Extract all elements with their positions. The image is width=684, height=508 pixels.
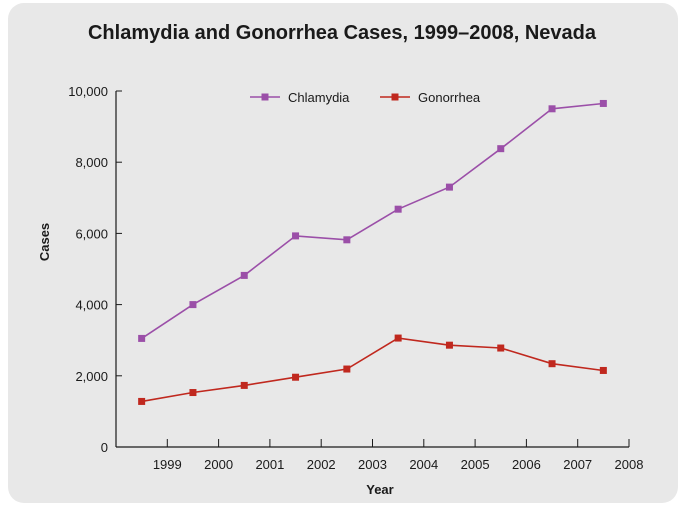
x-axis-label: Year [366, 482, 393, 497]
x-tick-label: 1999 [153, 457, 182, 472]
gonorrhea-legend-marker [391, 93, 399, 101]
gonorrhea-data-point [599, 366, 607, 374]
x-tick-label: 2004 [409, 457, 438, 472]
chart-legend: Chlamydia Gonorrhea [250, 90, 481, 105]
chlamydia-data-point [138, 334, 146, 342]
y-tick-label: 0 [101, 440, 108, 455]
chlamydia-data-point [189, 301, 197, 309]
chart-title: Chlamydia and Gonorrhea Cases, 1999–2008… [87, 22, 597, 44]
gonorrhea-series-line [141, 337, 604, 403]
y-tick-label: 2,000 [75, 369, 108, 384]
chart-ticks: 0 2,000 4,000 6,000 8,000 10,000 1999 2000 2001 2… [68, 84, 643, 472]
gonorrhea-data-point [445, 341, 453, 349]
gonorrhea-data-point [343, 365, 351, 373]
chlamydia-series-line [141, 102, 604, 340]
y-tick-label: 10,000 [68, 84, 108, 99]
x-tick-label: 2005 [461, 457, 490, 472]
gonorrhea-data-point [138, 397, 146, 405]
chlamydia-data-point [240, 271, 248, 279]
x-tick-label: 2003 [358, 457, 387, 472]
x-tick-label: 2002 [307, 457, 336, 472]
gonorrhea-data-point [189, 389, 197, 397]
x-tick-label: 2007 [563, 457, 592, 472]
gonorrhea-data-point [497, 344, 505, 352]
x-tick-label: 2001 [255, 457, 284, 472]
gonorrhea-legend-label: Gonorrhea [418, 90, 481, 105]
y-tick-label: 4,000 [75, 298, 108, 313]
chart-series-layer [138, 99, 607, 405]
chlamydia-legend-marker [261, 93, 269, 101]
x-tick-label: 2000 [204, 457, 233, 472]
chlamydia-legend-label: Chlamydia [288, 90, 350, 105]
chlamydia-data-point [343, 236, 351, 244]
gonorrhea-data-point [394, 334, 402, 342]
y-tick-label: 6,000 [75, 226, 108, 241]
chlamydia-data-point [394, 205, 402, 213]
x-tick-label: 2008 [615, 457, 644, 472]
chart-background-panel [8, 3, 678, 503]
chlamydia-data-point [292, 232, 300, 240]
chlamydia-data-point [599, 99, 607, 107]
gonorrhea-data-point [292, 373, 300, 381]
y-tick-label: 8,000 [75, 155, 108, 170]
x-tick-label: 2006 [512, 457, 541, 472]
gonorrhea-data-point [548, 360, 556, 368]
y-axis-label: Cases [37, 223, 52, 261]
chlamydia-data-point [497, 145, 505, 153]
gonorrhea-data-point [240, 381, 248, 389]
chlamydia-data-point [548, 105, 556, 113]
chlamydia-data-point [445, 183, 453, 191]
